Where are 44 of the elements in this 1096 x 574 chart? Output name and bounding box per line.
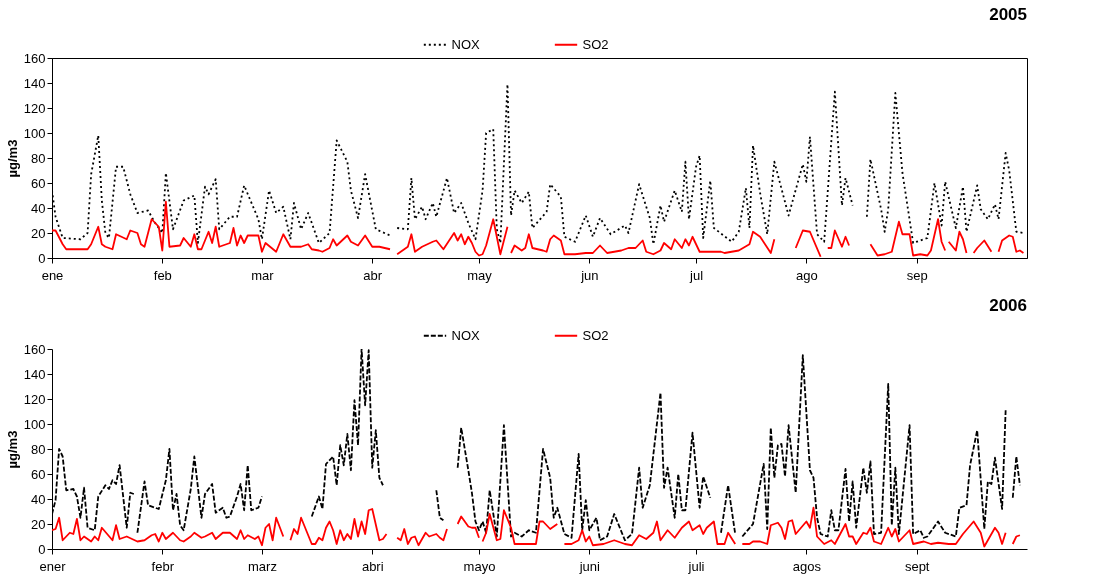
x-tick-label: jun — [580, 267, 599, 283]
y-tick-label: 40 — [31, 200, 46, 216]
y-tick-label: 80 — [31, 150, 46, 166]
x-tick-label: ago — [796, 267, 818, 283]
x-tick-label: jul — [689, 267, 704, 283]
y-tick-label: 100 — [23, 125, 46, 141]
y-tick-label: 0 — [38, 541, 46, 557]
x-tick-label: ene — [41, 267, 64, 283]
y-tick-label: 40 — [31, 491, 46, 507]
x-tick-label: mar — [251, 267, 275, 283]
y-tick-label: 120 — [23, 391, 46, 407]
x-tick-label: abri — [361, 558, 384, 574]
x-tick-label: mayo — [463, 558, 496, 574]
legend-label: SO2 — [582, 327, 609, 343]
x-tick-label: abr — [363, 267, 383, 283]
y-axis-title: µg/m3 — [4, 139, 20, 178]
x-tick-label: ener — [39, 558, 67, 574]
x-tick-label: sept — [904, 558, 930, 574]
y-tick-label: 160 — [23, 341, 46, 357]
chart-title: 2005 — [989, 5, 1027, 24]
x-tick-label: juni — [578, 558, 601, 574]
y-tick-label: 80 — [31, 441, 46, 457]
y-axis-title: µg/m3 — [4, 430, 20, 469]
y-tick-label: 140 — [23, 366, 46, 382]
y-tick-label: 120 — [23, 100, 46, 116]
x-tick-label: may — [467, 267, 493, 283]
y-tick-label: 140 — [23, 75, 46, 91]
x-tick-label: juli — [687, 558, 705, 574]
y-tick-label: 0 — [38, 250, 46, 266]
legend-label: NOX — [451, 327, 480, 343]
x-tick-label: agos — [792, 558, 822, 574]
x-tick-label: feb — [153, 267, 172, 283]
chart-title: 2006 — [989, 296, 1027, 315]
y-tick-label: 60 — [31, 466, 46, 482]
y-tick-label: 20 — [31, 225, 46, 241]
x-tick-label: sep — [906, 267, 928, 283]
legend-label: NOX — [451, 36, 480, 52]
y-tick-label: 160 — [23, 50, 46, 66]
y-tick-label: 60 — [31, 175, 46, 191]
legend-label: SO2 — [582, 36, 609, 52]
x-tick-label: marz — [248, 558, 277, 574]
y-tick-label: 100 — [23, 416, 46, 432]
y-tick-label: 20 — [31, 516, 46, 532]
x-tick-label: febr — [151, 558, 175, 574]
